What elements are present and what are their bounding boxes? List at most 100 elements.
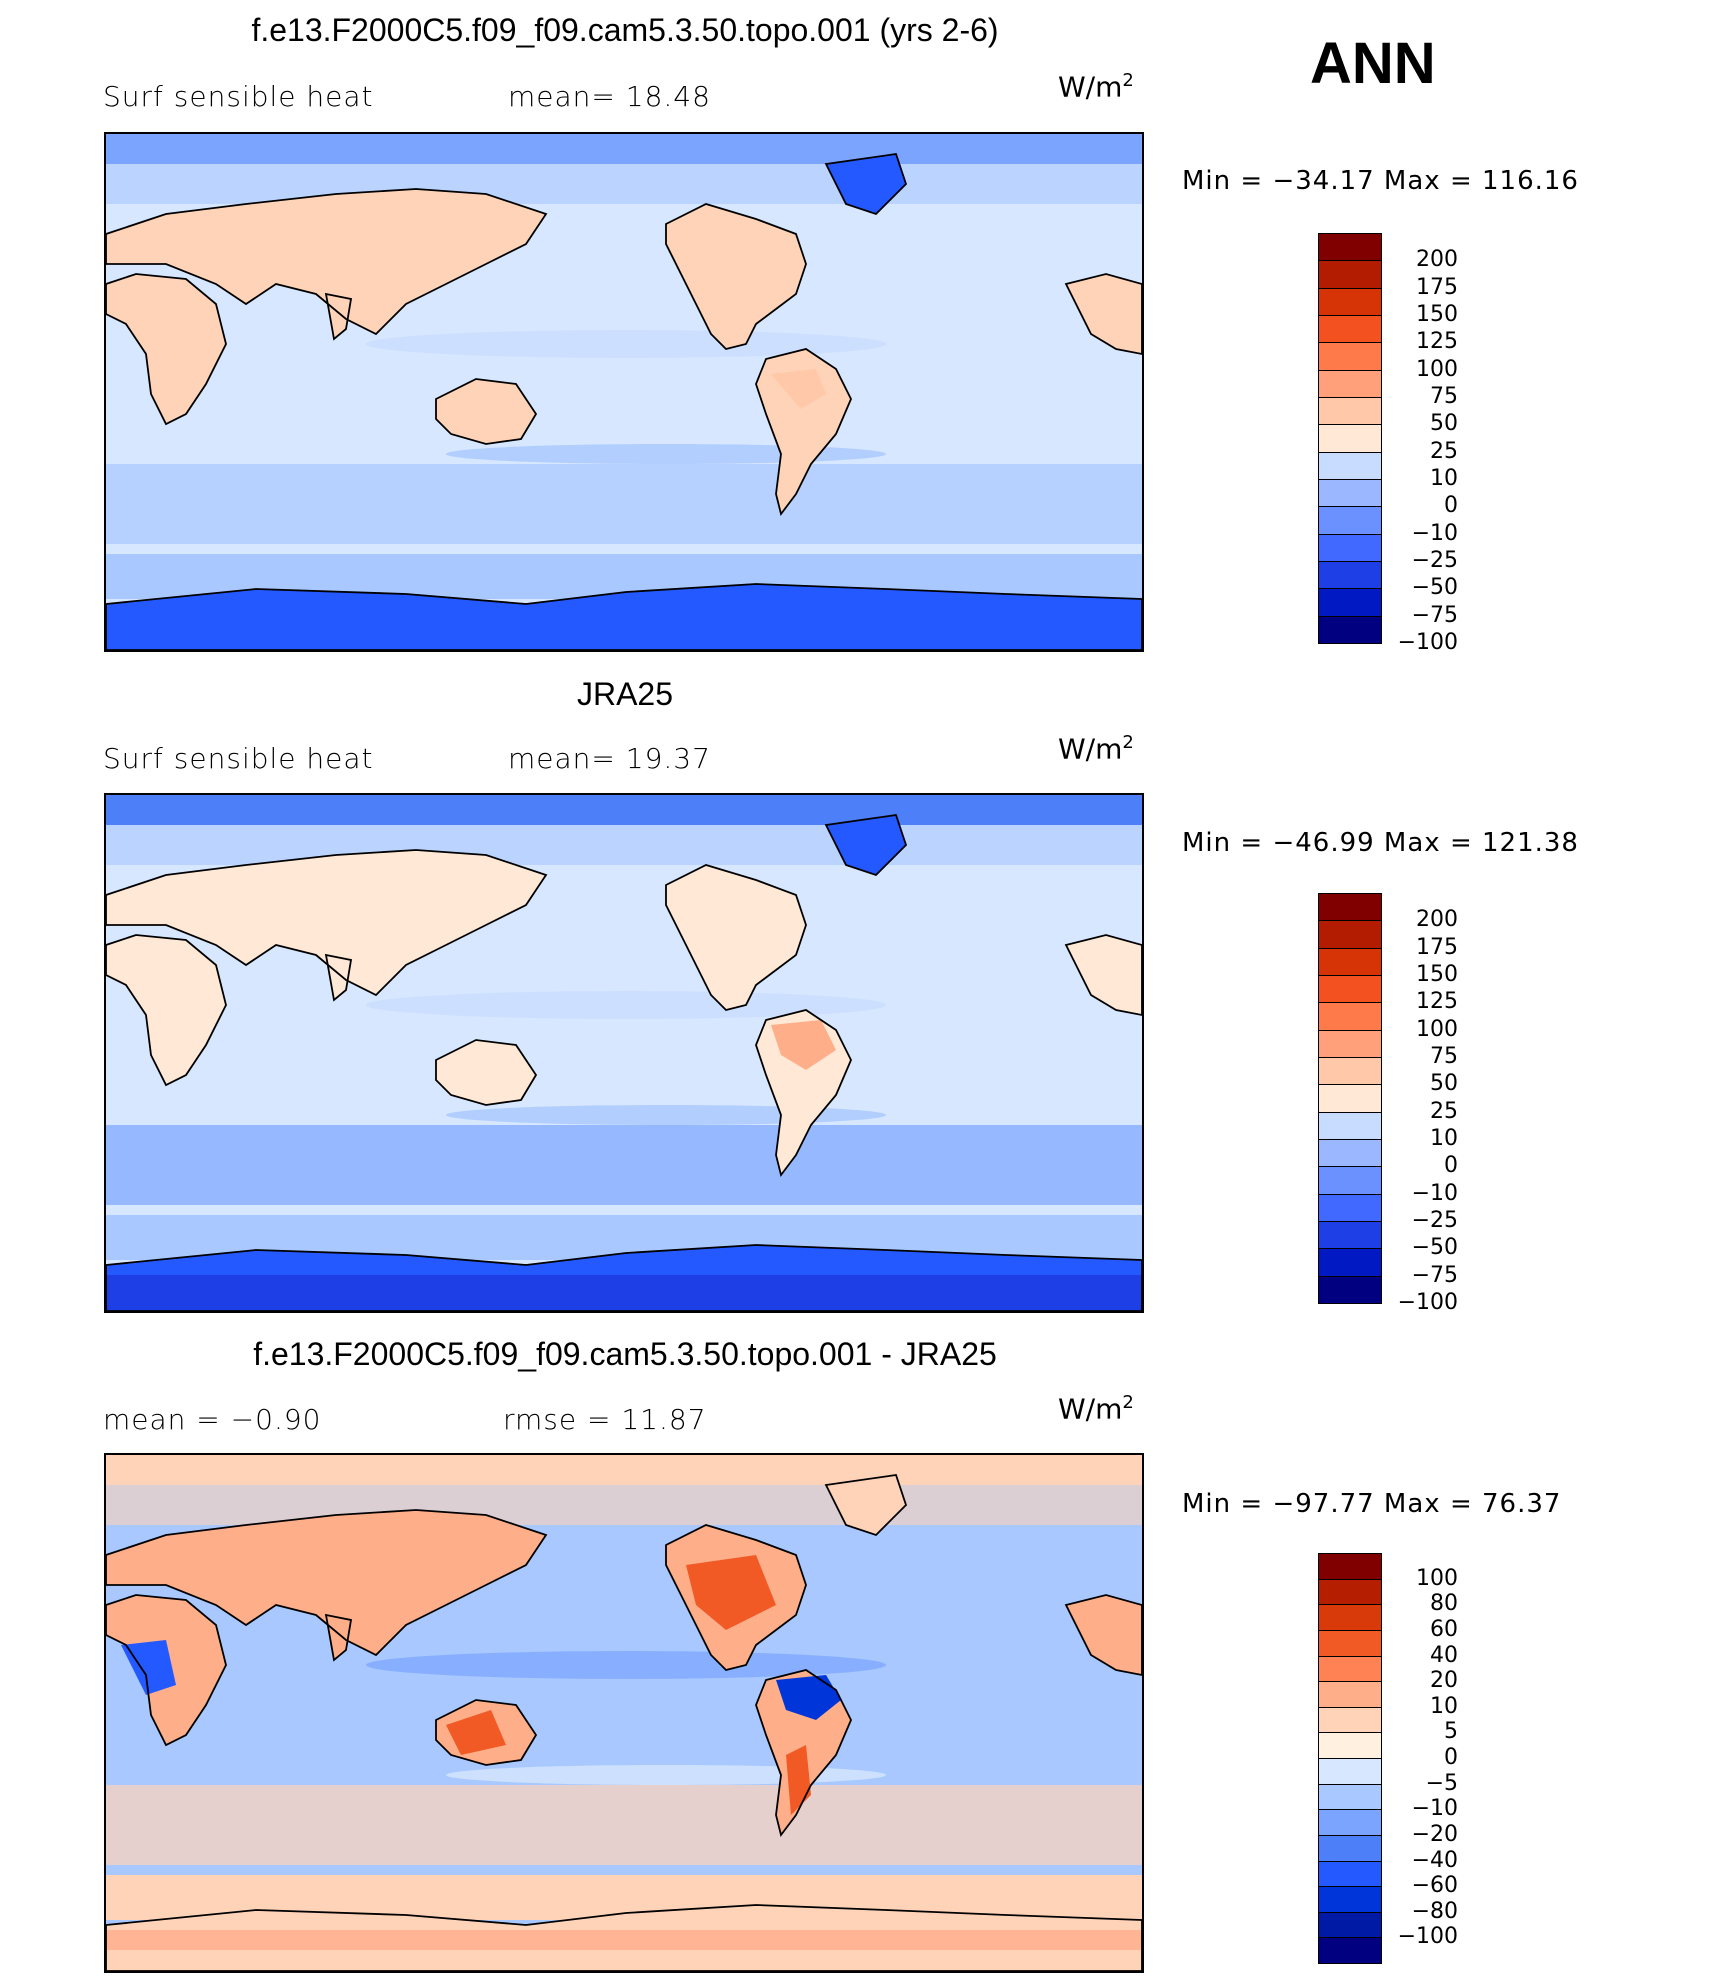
coastline (324, 1613, 353, 1662)
colorbar-swatch (1318, 1193, 1382, 1222)
land-australia (436, 1040, 536, 1105)
colorbar-swatch (1318, 1758, 1382, 1785)
tropical-band (446, 1765, 886, 1785)
land-africa (106, 274, 226, 424)
coastline (324, 292, 353, 341)
colorbar-tick-label: 200 (1416, 247, 1458, 273)
coastline (755, 348, 852, 517)
land-anomaly (686, 1555, 776, 1630)
panel-title: JRA25 (576, 676, 674, 712)
colorbar-swatch (1318, 424, 1382, 453)
colorbar-tick-label: 75 (1430, 384, 1458, 409)
coastline (106, 849, 548, 997)
colorbar-swatch (1318, 397, 1382, 426)
units-label: W/m2 (1058, 732, 1134, 766)
colorbar-tick-label: 125 (1416, 329, 1458, 355)
coastline (1064, 1594, 1142, 1676)
colorbar-swatch (1318, 893, 1382, 922)
colorbar-swatch (1318, 287, 1382, 316)
colorbar-swatch (1318, 1809, 1382, 1836)
colorbar-swatch (1318, 1886, 1382, 1913)
colorbar-swatch (1318, 1002, 1382, 1031)
colorbar-tick-label: −20 (1411, 1821, 1458, 1847)
colorbar-swatch (1318, 1248, 1382, 1277)
coastline (106, 1904, 1142, 1971)
coastline (665, 1524, 807, 1671)
colorbar-tick-label: 100 (1416, 1016, 1458, 1042)
arctic-band (106, 1455, 1142, 1485)
tropical-band (366, 991, 886, 1019)
north-band (106, 1485, 1142, 1525)
land-europe-east (1066, 1595, 1142, 1675)
coastline (824, 814, 908, 877)
mean-label: mean= 19.37 (508, 742, 711, 775)
colorbar-swatch (1318, 233, 1382, 262)
colorbar-swatch (1318, 975, 1382, 1004)
colorbar-swatch (1318, 1084, 1382, 1113)
units-label: W/m2 (1058, 1392, 1134, 1426)
season-label: ANN (1310, 31, 1436, 96)
land-anomaly (121, 1640, 176, 1695)
colorbar-swatch (1318, 1732, 1382, 1759)
colorbar-swatch (1318, 588, 1382, 617)
land-anomaly (771, 369, 826, 409)
colorbar-tick-label: 50 (1430, 411, 1458, 437)
colorbar-tick-label: 0 (1444, 1153, 1458, 1179)
variable-label: Surf sensible heat (103, 80, 374, 113)
land-africa (106, 935, 226, 1085)
south-band (106, 1125, 1142, 1205)
mean-label: mean= 18.48 (508, 80, 711, 113)
colorbar-swatch (1318, 1578, 1382, 1606)
colorbar-tick-label: −40 (1411, 1847, 1458, 1873)
colorbar-swatch (1318, 1111, 1382, 1140)
coastline (324, 953, 353, 1002)
colorbar-swatch (1318, 1681, 1382, 1708)
colorbar-tick-label: 0 (1444, 1745, 1458, 1770)
min-max-label: Min = −97.77 Max = 76.37 (1182, 1489, 1562, 1519)
colorbar-tick-label: 100 (1416, 1565, 1458, 1591)
variable-label: Surf sensible heat (103, 742, 374, 775)
panel-title: f.e13.F2000C5.f09_f09.cam5.3.50.topo.001… (253, 1336, 997, 1372)
colorbar-tick-label: 10 (1430, 466, 1458, 491)
land-greenland (826, 815, 906, 875)
panel-title: f.e13.F2000C5.f09_f09.cam5.3.50.topo.001… (251, 12, 999, 48)
colorbar-swatch (1318, 1860, 1382, 1888)
colorbar: 200 175 150 125 100 75 50 25 10 0 −10 −25 −50 −75 −100 (1318, 893, 1458, 1315)
colorbar-swatch (1318, 920, 1382, 949)
colorbar-tick-label: 10 (1430, 1126, 1458, 1151)
coastline (824, 153, 908, 216)
colorbar-tick-label: 20 (1430, 1668, 1458, 1694)
colorbar-tick-label: 25 (1430, 1098, 1458, 1124)
colorbar-swatch (1318, 1655, 1382, 1683)
colorbar-swatch (1318, 561, 1382, 590)
colorbar-tick-label: 60 (1430, 1616, 1458, 1642)
colorbar-swatch (1318, 369, 1382, 398)
land-eurasia (106, 189, 546, 334)
colorbar-swatch (1318, 1911, 1382, 1939)
colorbar-tick-label: 40 (1430, 1642, 1458, 1668)
colorbar-tick-label: −100 (1397, 1924, 1458, 1950)
diff-mean-label: mean = −0.90 (103, 1403, 322, 1436)
tropical-band (366, 1651, 886, 1679)
coastline (824, 1474, 908, 1537)
colorbar-swatch (1318, 315, 1382, 344)
colorbar-swatch (1318, 1783, 1382, 1811)
colorbar-tick-label: 5 (1444, 1719, 1458, 1745)
colorbar-tick-label: −60 (1411, 1873, 1458, 1899)
colorbar-tick-label: −10 (1411, 1180, 1458, 1206)
colorbar-swatch (1318, 533, 1382, 562)
land-americas-s (756, 349, 851, 514)
colorbar-tick-label: −100 (1397, 1290, 1458, 1315)
coastline (106, 273, 227, 426)
coastline (665, 864, 807, 1011)
colorbar-swatch (1318, 1553, 1382, 1580)
colorbar: 200 175 150 125 100 75 50 25 10 0 −10 −25 −50 −75 −100 (1318, 233, 1458, 655)
units-label: W/m2 (1058, 70, 1134, 104)
colorbar-tick-label: 175 (1416, 274, 1458, 300)
land-eurasia (106, 1510, 546, 1655)
antarctic-anomaly (106, 1930, 1142, 1950)
coastline (106, 583, 1142, 650)
coastline (1064, 273, 1142, 355)
land-anomaly (776, 1675, 841, 1720)
world-map (104, 1453, 1144, 1973)
